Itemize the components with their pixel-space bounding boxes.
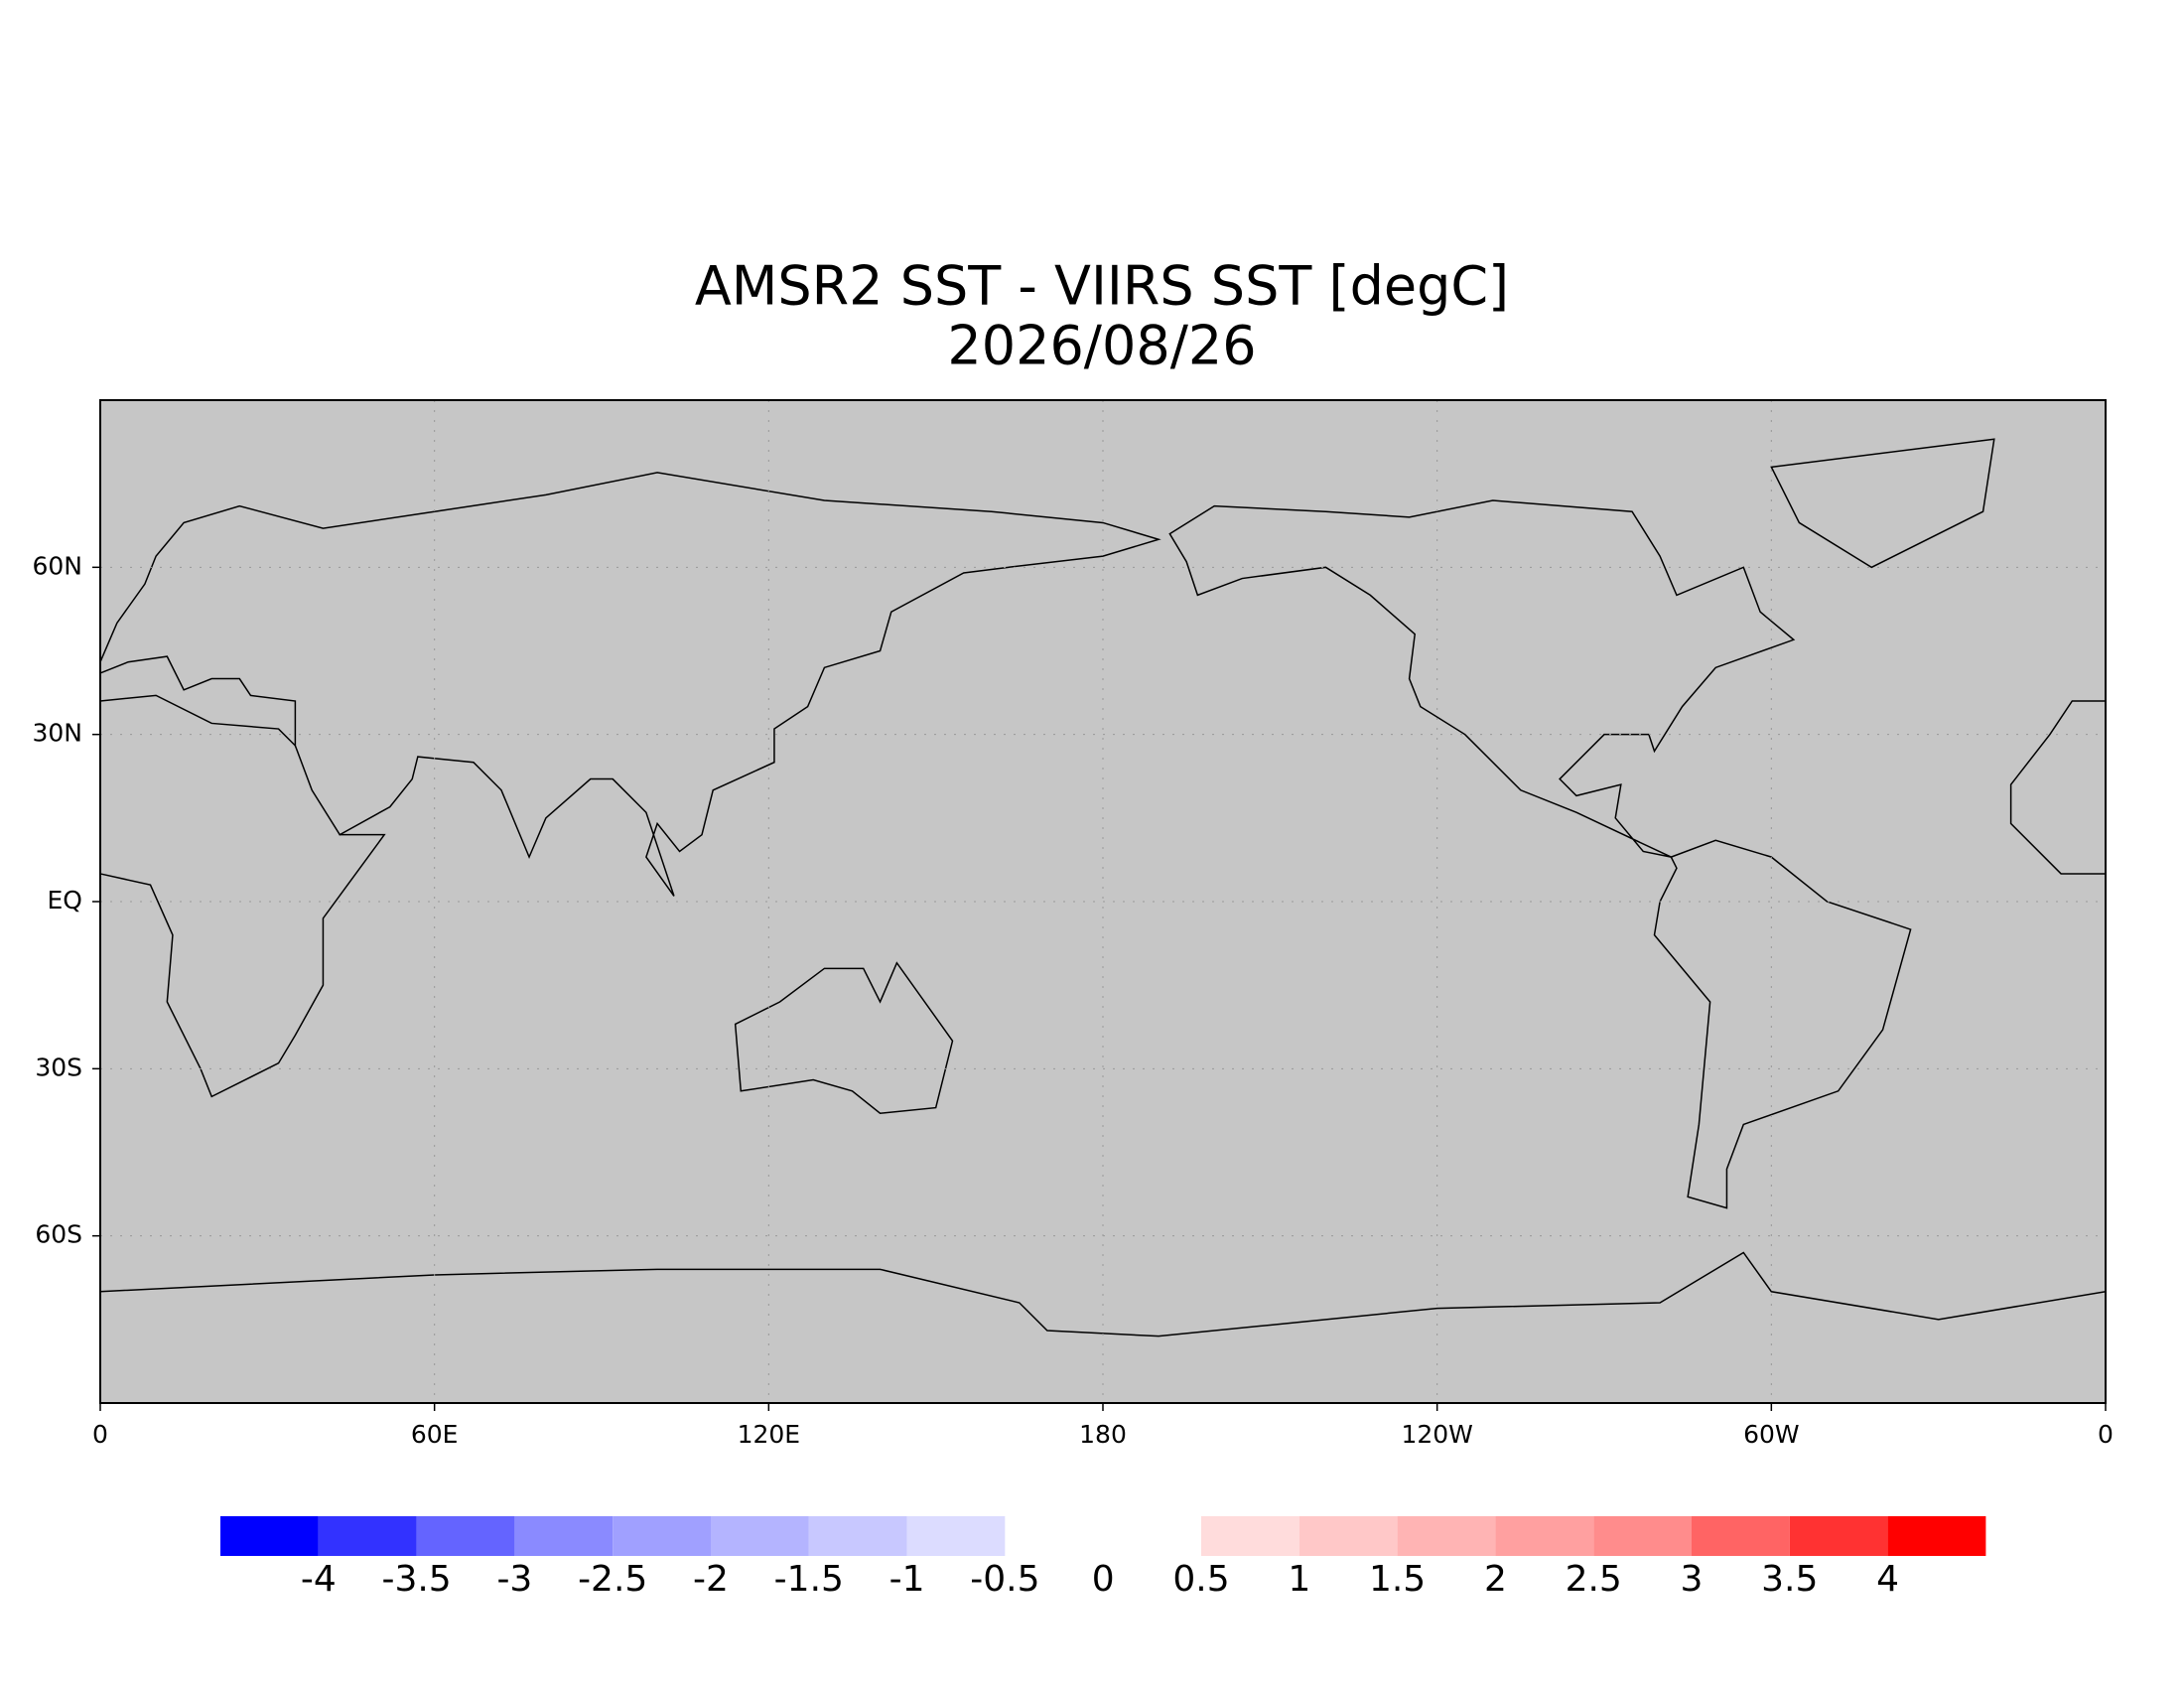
colorbar-label: 2.5	[1566, 1559, 1622, 1600]
colorbar-bin	[514, 1516, 614, 1556]
colorbar-label: 1	[1288, 1559, 1310, 1600]
y-tick-label: 60S	[35, 1220, 82, 1249]
colorbar-bin	[906, 1516, 1006, 1556]
colorbar-label: 4	[1876, 1559, 1899, 1600]
colorbar-bin	[416, 1516, 515, 1556]
colorbar-label: 1.5	[1369, 1559, 1426, 1600]
coastline	[2009, 700, 2107, 875]
colorbar-label: 0	[1092, 1559, 1115, 1600]
x-tick-label: 120W	[1401, 1420, 1472, 1449]
colorbar-bin	[1201, 1516, 1299, 1556]
x-tick-label: 180	[1079, 1420, 1127, 1449]
map-area: 0 60E 120E 180 120W 60W 0 60N 30N EQ 30S 60S	[32, 399, 2114, 1449]
colorbar-label: 3	[1681, 1559, 1704, 1600]
coastline	[1653, 839, 1912, 1209]
x-tick-label: 60E	[411, 1420, 459, 1449]
colorbar-label: -1	[889, 1559, 925, 1600]
colorbar-label: -3.5	[381, 1559, 451, 1600]
colorbar-label: 2	[1484, 1559, 1507, 1600]
colorbar-label: -2	[693, 1559, 729, 1600]
coastline	[1168, 499, 1796, 858]
colorbar-bin	[1789, 1516, 1888, 1556]
colorbar-bin	[220, 1516, 319, 1556]
y-tick-label: 60N	[32, 551, 82, 580]
colorbar-label: -0.5	[970, 1559, 1039, 1600]
map-frame	[99, 399, 2107, 1404]
colorbar-bin	[318, 1516, 417, 1556]
map-date: 2026/08/26	[947, 315, 1256, 377]
y-tick-label: 30S	[35, 1053, 82, 1081]
colorbar-label: -3	[496, 1559, 532, 1600]
colorbar-bin	[1005, 1516, 1104, 1556]
colorbar-label: 3.5	[1761, 1559, 1818, 1600]
colorbar-label: -4	[301, 1559, 337, 1600]
colorbar-label: -1.5	[774, 1559, 844, 1600]
colorbar-label: -2.5	[578, 1559, 647, 1600]
colorbar-bin	[1103, 1516, 1201, 1556]
x-tick-label: 60W	[1743, 1420, 1800, 1449]
y-tick-label: 30N	[32, 719, 82, 748]
colorbar-bin	[1397, 1516, 1496, 1556]
map-title: AMSR2 SST - VIIRS SST [degC]	[695, 255, 1509, 318]
colorbar-bin	[1593, 1516, 1692, 1556]
colorbar-bin	[613, 1516, 711, 1556]
colorbar: -4 -3.5 -3 -2.5 -2 -1.5 -1 -0.5 0 0.5 1 1.5 2 2.5 3 3.5…	[220, 1516, 1986, 1600]
x-tick-label: 120E	[738, 1420, 801, 1449]
colorbar-bin	[1298, 1516, 1398, 1556]
colorbar-bin	[808, 1516, 907, 1556]
colorbar-bin	[1887, 1516, 1986, 1556]
coastline	[99, 694, 386, 1098]
colorbar-bin	[1495, 1516, 1594, 1556]
colorbar-bin	[1692, 1516, 1790, 1556]
x-tick-label: 0	[2098, 1420, 2114, 1449]
coastline	[1770, 438, 1995, 569]
y-tick-label: EQ	[48, 886, 82, 914]
coastline	[734, 961, 954, 1114]
colorbar-label: 0.5	[1172, 1559, 1229, 1600]
x-tick-label: 0	[92, 1420, 108, 1449]
coastline	[99, 472, 1161, 897]
colorbar-bin	[711, 1516, 809, 1556]
